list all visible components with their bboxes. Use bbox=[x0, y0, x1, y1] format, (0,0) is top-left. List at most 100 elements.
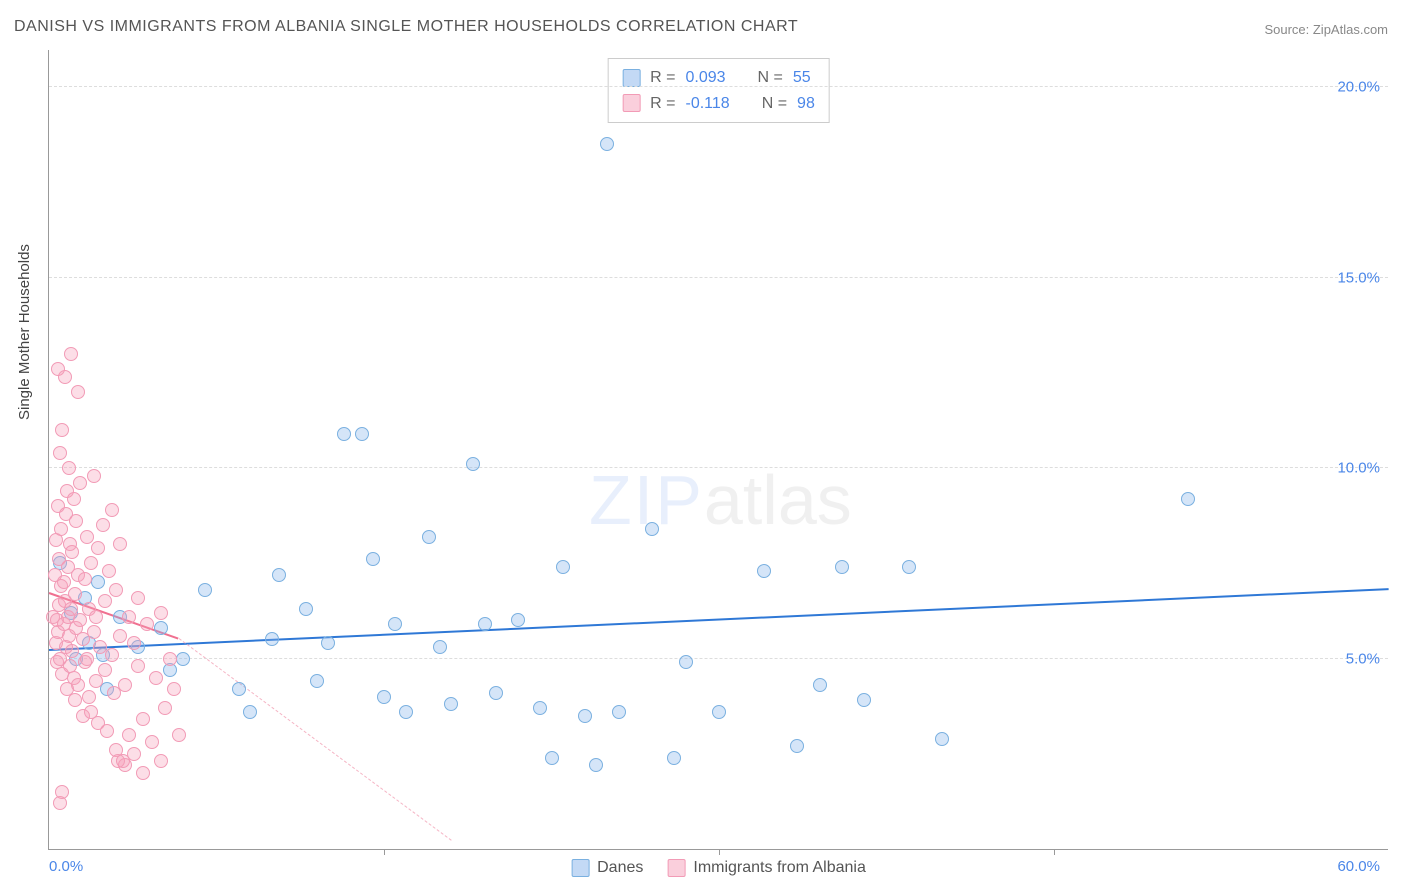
y-tick-label: 20.0% bbox=[1337, 79, 1380, 96]
data-point bbox=[53, 446, 67, 460]
data-point bbox=[388, 617, 402, 631]
data-point bbox=[136, 712, 150, 726]
data-point bbox=[299, 602, 313, 616]
data-point bbox=[113, 629, 127, 643]
data-point bbox=[100, 724, 114, 738]
data-point bbox=[54, 522, 68, 536]
data-point bbox=[321, 636, 335, 650]
data-point bbox=[337, 427, 351, 441]
gridline bbox=[49, 86, 1388, 87]
data-point bbox=[310, 674, 324, 688]
watermark: ZIPatlas bbox=[589, 460, 852, 540]
data-point bbox=[935, 732, 949, 746]
data-point bbox=[91, 575, 105, 589]
n-label: N = bbox=[762, 91, 787, 117]
gridline bbox=[49, 467, 1388, 468]
data-point bbox=[71, 385, 85, 399]
data-point bbox=[116, 754, 130, 768]
data-point bbox=[109, 583, 123, 597]
swatch-pink-icon bbox=[667, 859, 685, 877]
y-tick-label: 10.0% bbox=[1337, 460, 1380, 477]
data-point bbox=[589, 758, 603, 772]
chart-title: DANISH VS IMMIGRANTS FROM ALBANIA SINGLE… bbox=[14, 18, 798, 36]
data-point bbox=[712, 705, 726, 719]
x-tick-mark bbox=[384, 849, 385, 855]
data-point bbox=[578, 709, 592, 723]
data-point bbox=[127, 636, 141, 650]
source-label: Source: ZipAtlas.com bbox=[1264, 22, 1388, 37]
data-point bbox=[556, 560, 570, 574]
data-point bbox=[154, 606, 168, 620]
data-point bbox=[433, 640, 447, 654]
gridline bbox=[49, 277, 1388, 278]
legend-item-danes: Danes bbox=[571, 859, 643, 877]
data-point bbox=[612, 705, 626, 719]
data-point bbox=[478, 617, 492, 631]
data-point bbox=[51, 362, 65, 376]
swatch-blue-icon bbox=[622, 69, 640, 87]
data-point bbox=[69, 514, 83, 528]
data-point bbox=[102, 564, 116, 578]
data-point bbox=[600, 137, 614, 151]
data-point bbox=[272, 568, 286, 582]
data-point bbox=[466, 457, 480, 471]
data-point bbox=[118, 678, 132, 692]
data-point bbox=[89, 610, 103, 624]
data-point bbox=[136, 766, 150, 780]
r-label: R = bbox=[650, 91, 675, 117]
data-point bbox=[68, 693, 82, 707]
data-point bbox=[857, 693, 871, 707]
y-axis-label: Single Mother Households bbox=[16, 244, 33, 420]
data-point bbox=[444, 697, 458, 711]
data-point bbox=[65, 545, 79, 559]
r-value: -0.118 bbox=[686, 91, 730, 117]
data-point bbox=[243, 705, 257, 719]
data-point bbox=[122, 610, 136, 624]
data-point bbox=[489, 686, 503, 700]
data-point bbox=[87, 625, 101, 639]
data-point bbox=[73, 613, 87, 627]
stats-legend-box: R = 0.093 N = 55 R = -0.118 N = 98 bbox=[607, 58, 830, 123]
data-point bbox=[154, 754, 168, 768]
data-point bbox=[163, 652, 177, 666]
data-point bbox=[645, 522, 659, 536]
data-point bbox=[105, 648, 119, 662]
data-point bbox=[113, 537, 127, 551]
data-point bbox=[68, 587, 82, 601]
stats-row-albania: R = -0.118 N = 98 bbox=[622, 91, 815, 117]
legend-item-albania: Immigrants from Albania bbox=[667, 859, 866, 877]
data-point bbox=[154, 621, 168, 635]
data-point bbox=[265, 632, 279, 646]
data-point bbox=[422, 530, 436, 544]
gridline bbox=[49, 658, 1388, 659]
data-point bbox=[55, 785, 69, 799]
data-point bbox=[366, 552, 380, 566]
data-point bbox=[96, 518, 110, 532]
data-point bbox=[790, 739, 804, 753]
data-point bbox=[158, 701, 172, 715]
data-point bbox=[91, 541, 105, 555]
data-point bbox=[533, 701, 547, 715]
data-point bbox=[78, 572, 92, 586]
data-point bbox=[835, 560, 849, 574]
x-tick-mark bbox=[719, 849, 720, 855]
data-point bbox=[813, 678, 827, 692]
chart-plot-area: ZIPatlas R = 0.093 N = 55 R = -0.118 N =… bbox=[48, 50, 1388, 850]
data-point bbox=[167, 682, 181, 696]
data-point bbox=[757, 564, 771, 578]
data-point bbox=[105, 503, 119, 517]
data-point bbox=[149, 671, 163, 685]
y-tick-label: 5.0% bbox=[1346, 650, 1380, 667]
data-point bbox=[122, 728, 136, 742]
data-point bbox=[64, 347, 78, 361]
watermark-right: atlas bbox=[704, 461, 852, 539]
data-point bbox=[377, 690, 391, 704]
data-point bbox=[98, 594, 112, 608]
n-value: 98 bbox=[797, 91, 815, 117]
data-point bbox=[57, 575, 71, 589]
data-point bbox=[89, 674, 103, 688]
data-point bbox=[399, 705, 413, 719]
data-point bbox=[679, 655, 693, 669]
swatch-pink-icon bbox=[622, 94, 640, 112]
y-tick-label: 15.0% bbox=[1337, 269, 1380, 286]
